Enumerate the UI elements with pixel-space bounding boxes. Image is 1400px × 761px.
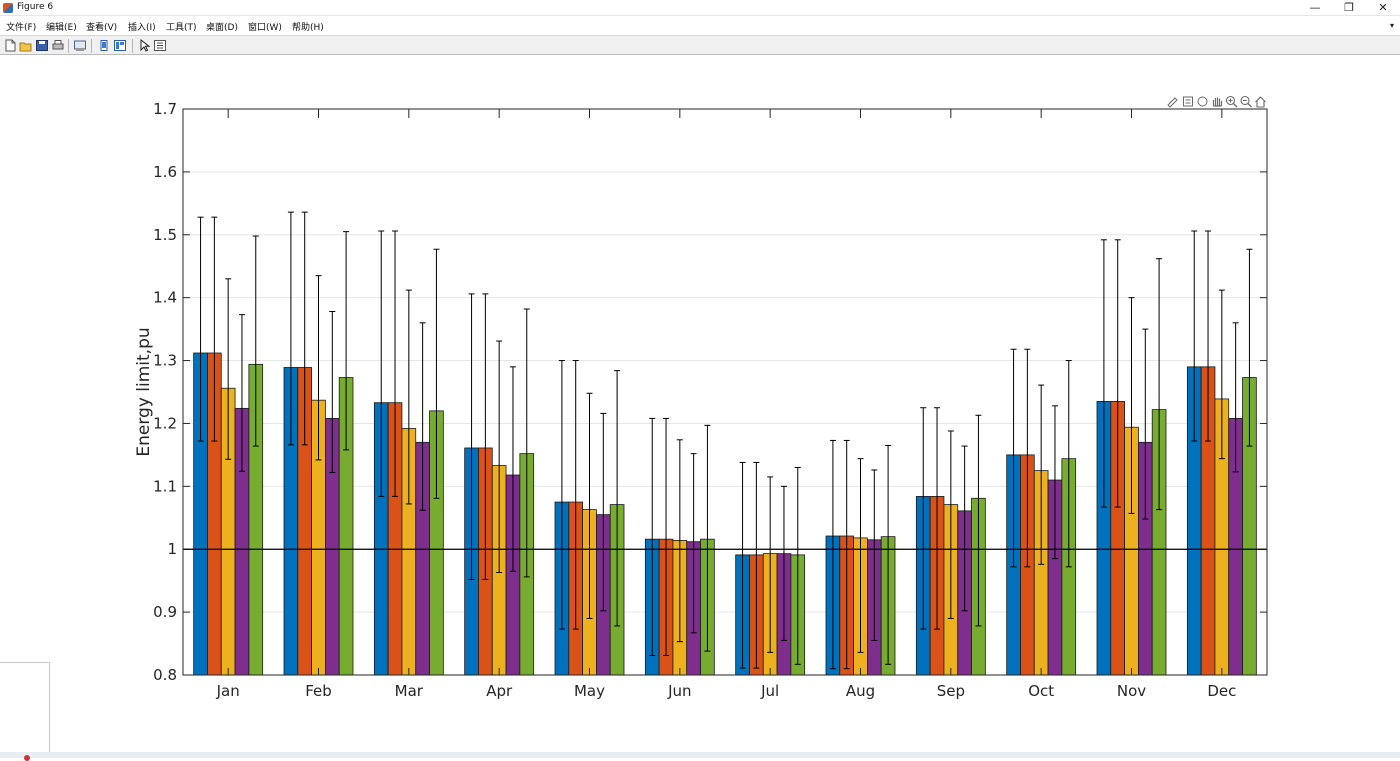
pan-hand-icon[interactable] (1212, 97, 1223, 107)
x-tick-label: Feb (305, 682, 332, 700)
window-titlebar: Figure 6 — ❐ ✕ (0, 0, 1400, 16)
x-tick-label: Nov (1117, 682, 1146, 700)
axis-labels: 0.8 0.9 1 1.1 1.2 1.3 1.4 1.5 1.6 1.7 Jan Feb Mar Apr… (134, 100, 1236, 700)
data-tips-icon[interactable] (1183, 96, 1193, 107)
zoom-in-icon[interactable] (1225, 95, 1238, 108)
toolbar-separator (91, 39, 92, 53)
x-tick-label: Oct (1028, 682, 1054, 700)
window-title: Figure 6 (17, 2, 54, 12)
save-icon[interactable] (35, 39, 49, 52)
toolbar-separator (132, 39, 133, 53)
edit-plot-arrow-icon[interactable] (137, 39, 151, 52)
toolbar-separator (68, 39, 69, 53)
axes-frame (182, 108, 1268, 676)
error-bars (197, 211, 1253, 670)
x-tick-label: Dec (1207, 682, 1236, 700)
menu-window[interactable]: 窗口(W) (248, 23, 282, 33)
y-tick-label: 1 (167, 540, 177, 558)
property-side-panel (0, 662, 50, 752)
menu-overflow-icon[interactable]: ▾ (1389, 21, 1394, 30)
matlab-app-icon (3, 3, 13, 13)
y-tick-label: 1.7 (153, 100, 177, 118)
rotate-icon[interactable] (1197, 96, 1208, 107)
y-tick-label: 1.6 (153, 163, 177, 181)
y-axis-label: Energy limit,pu (134, 327, 154, 456)
x-tick-label: Mar (395, 682, 424, 700)
menu-view[interactable]: 查看(V) (86, 23, 118, 33)
y-tick-label: 0.9 (153, 603, 177, 621)
x-tick-label: Sep (937, 682, 965, 700)
status-indicator-icon (24, 755, 30, 761)
x-tick-label: Jun (667, 682, 691, 700)
figure-canvas: 0.8 0.9 1 1.1 1.2 1.3 1.4 1.5 1.6 1.7 Jan Feb Mar Apr… (0, 56, 1400, 752)
y-tick-label: 1.1 (153, 477, 177, 495)
axes-toolbar (1167, 95, 1266, 108)
y-tick-label: 1.3 (153, 352, 177, 370)
x-tick-label: May (574, 682, 605, 700)
zoom-out-icon[interactable] (1240, 95, 1252, 108)
menu-help[interactable]: 帮助(H) (292, 23, 324, 33)
print-icon[interactable] (51, 39, 65, 52)
axes-box (182, 108, 1268, 676)
bar-series (193, 352, 1257, 676)
x-tick-label: Apr (486, 682, 513, 700)
x-tick-label: Jan (216, 682, 240, 700)
menu-desktop[interactable]: 桌面(D) (206, 23, 238, 33)
x-tick-label: Aug (846, 682, 875, 700)
y-tick-label: 1.2 (153, 414, 177, 432)
restore-button[interactable]: ❐ (1344, 1, 1354, 14)
y-tick-label: 0.8 (153, 666, 177, 684)
x-tick-label: Jul (760, 682, 779, 700)
bar-chart: 0.8 0.9 1 1.1 1.2 1.3 1.4 1.5 1.6 1.7 Jan Feb Mar Apr… (134, 95, 1268, 700)
new-figure-icon[interactable] (3, 39, 17, 52)
y-tick-label: 1.5 (153, 226, 177, 244)
menu-tools[interactable]: 工具(T) (166, 23, 197, 33)
property-inspector-icon[interactable] (153, 39, 167, 52)
hide-plot-tools-icon[interactable] (97, 39, 111, 52)
open-file-icon[interactable] (19, 39, 33, 52)
home-restore-view-icon[interactable] (1255, 96, 1266, 108)
close-button[interactable]: ✕ (1378, 1, 1388, 14)
y-tick-label: 1.4 (153, 289, 177, 307)
print-preview-icon[interactable] (73, 39, 87, 52)
minimize-button[interactable]: — (1309, 1, 1321, 14)
menu-insert[interactable]: 插入(I) (128, 23, 156, 33)
menu-bar: 文件(F) 编辑(E) 查看(V) 插入(I) 工具(T) 桌面(D) 窗口(W… (0, 17, 1400, 35)
figure-toolbar (0, 35, 1400, 55)
menu-edit[interactable]: 编辑(E) (46, 23, 77, 33)
brush-icon[interactable] (1167, 97, 1178, 108)
menu-file[interactable]: 文件(F) (6, 23, 37, 33)
show-plot-tools-icon[interactable] (113, 39, 127, 52)
status-bar (0, 752, 1400, 758)
